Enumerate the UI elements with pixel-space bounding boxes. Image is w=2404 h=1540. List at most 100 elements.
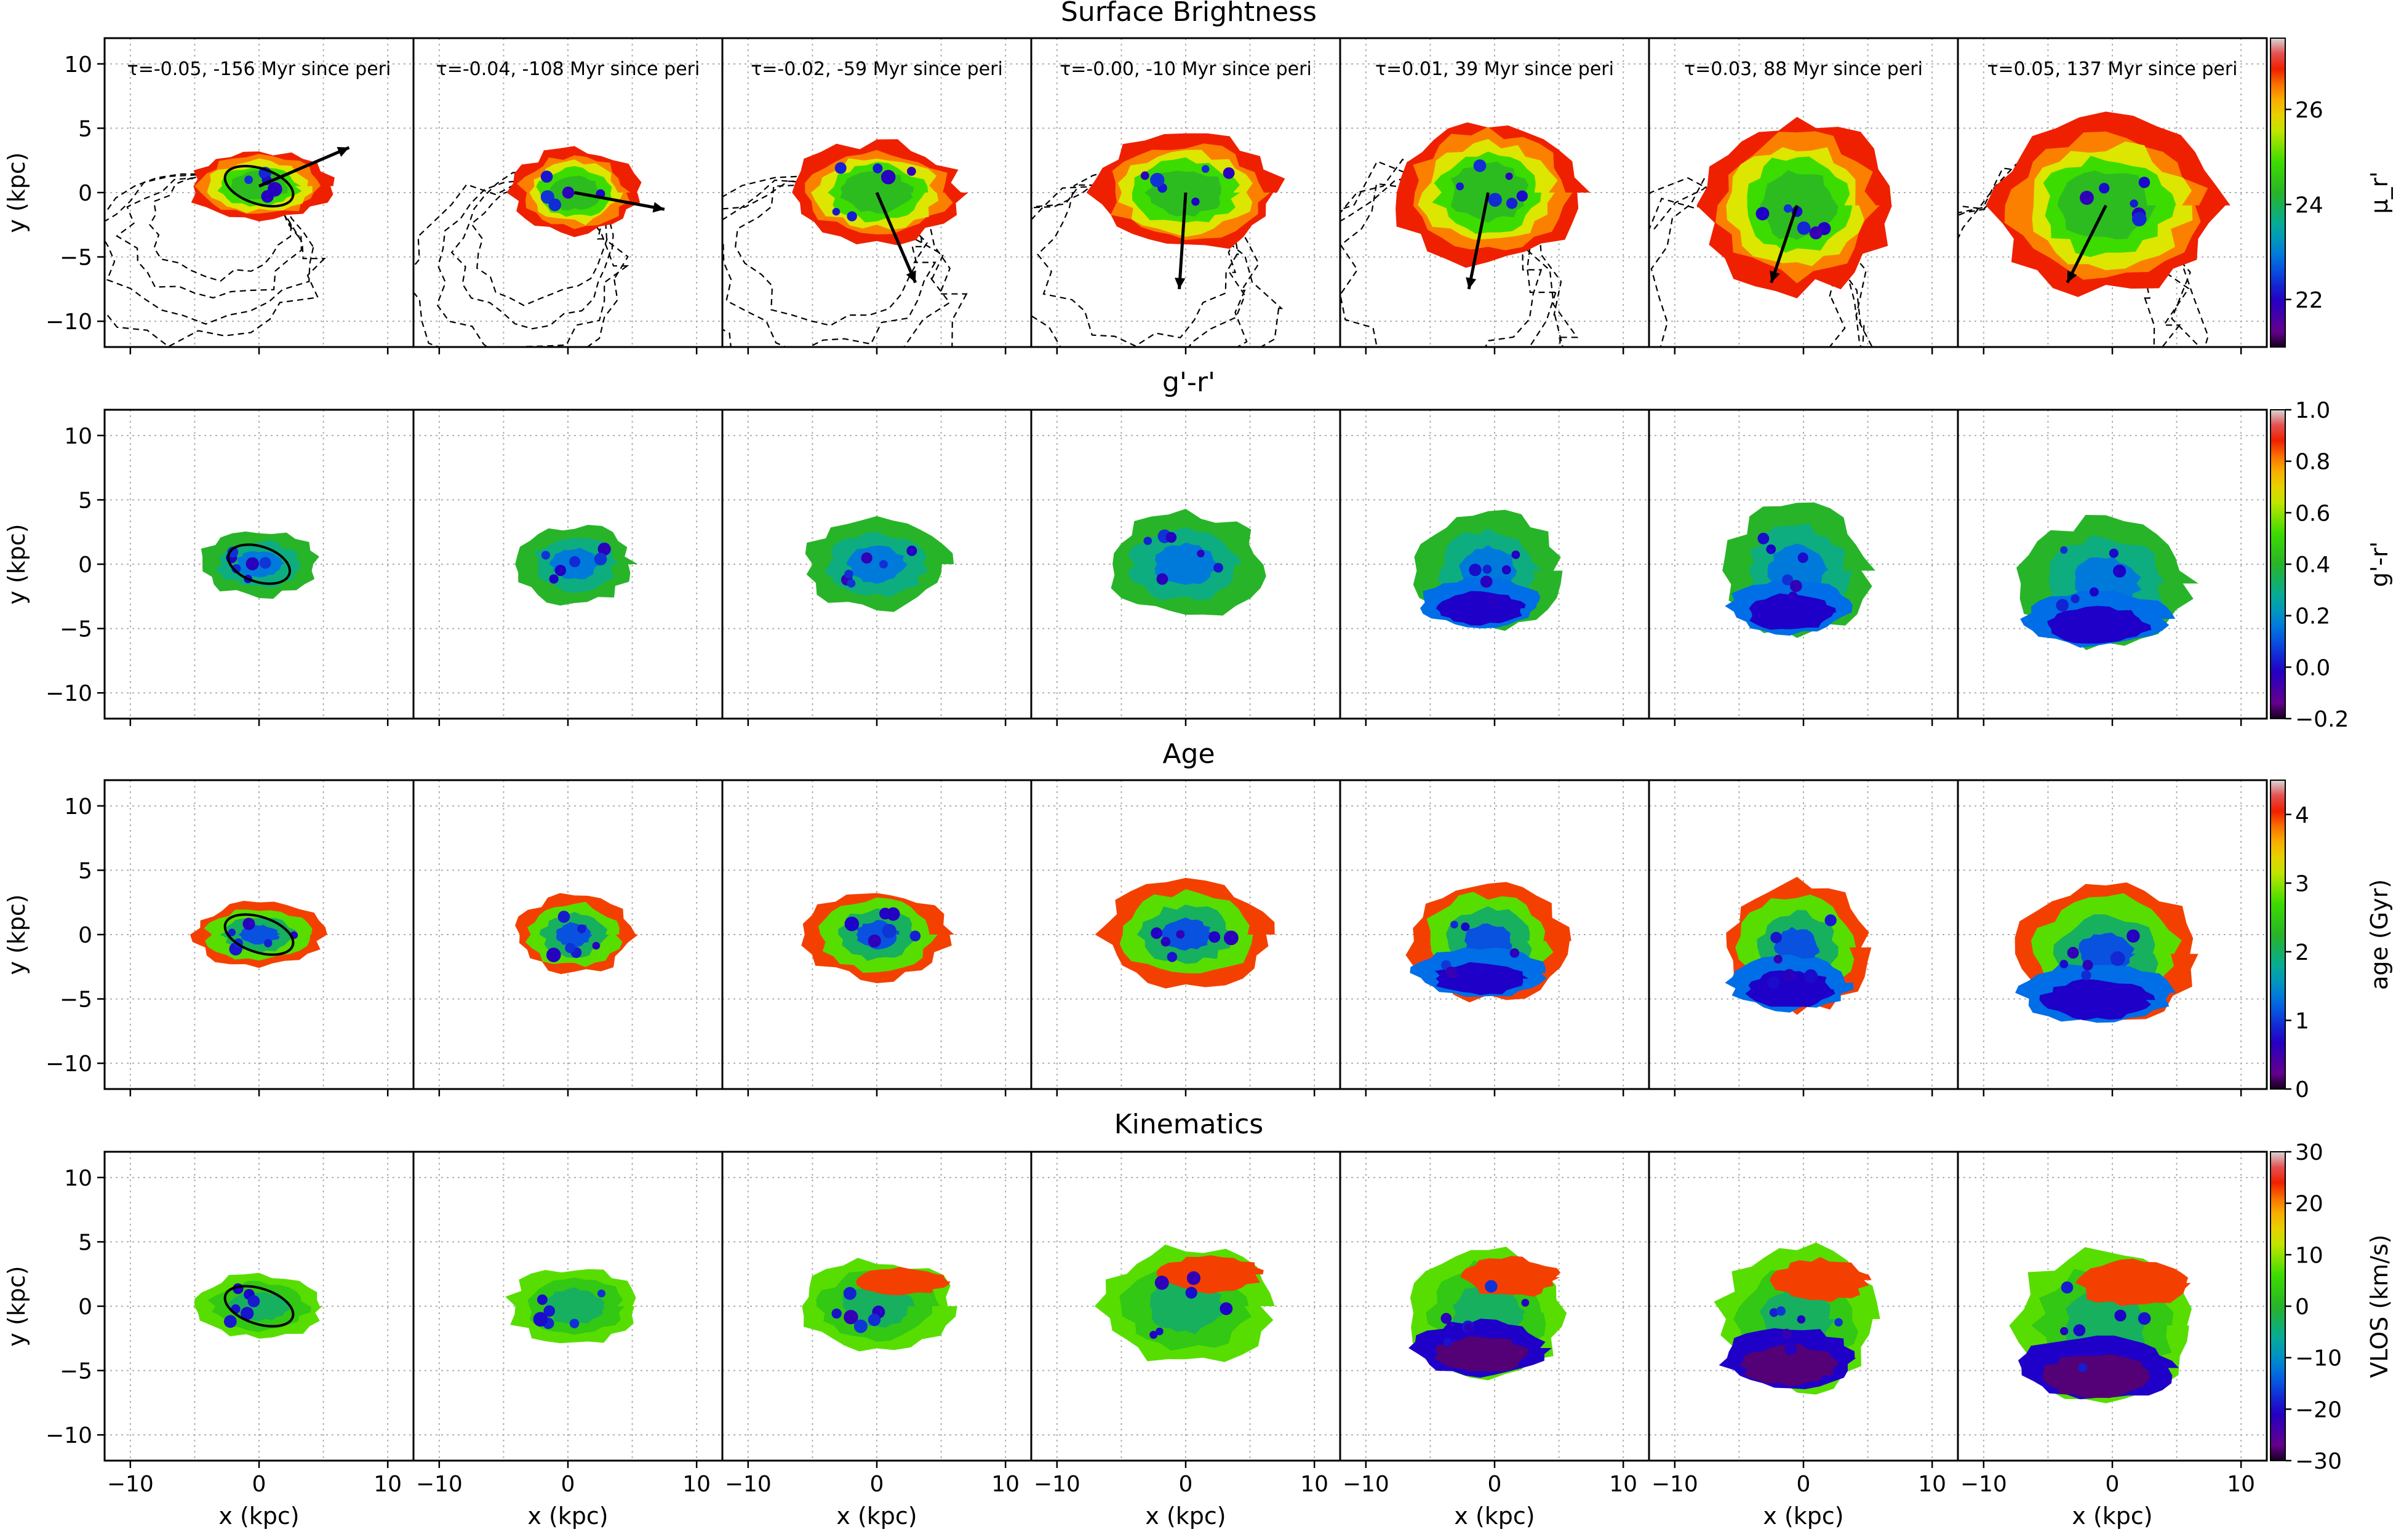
x-tick-label: 10: [373, 1472, 402, 1497]
panel-content: [1408, 1247, 1567, 1381]
map-region: [1739, 1344, 1839, 1387]
map-clump: [1461, 922, 1470, 932]
colorbar-tick-label: 3: [2295, 871, 2309, 896]
map-clump: [879, 560, 888, 569]
map-clump: [1191, 197, 1200, 206]
map-clump: [1440, 1312, 1452, 1324]
map-clump: [1160, 936, 1171, 947]
map-clump: [1787, 591, 1798, 602]
map-clump: [1213, 562, 1223, 573]
panel: [721, 779, 1032, 1096]
map-clump: [546, 948, 561, 962]
map-clump: [1776, 1306, 1786, 1316]
colorbar: 0 1 2 3 4 age (Gyr): [2270, 780, 2393, 1103]
panel-content: [1095, 1244, 1275, 1362]
x-tick-label: −10: [416, 1472, 463, 1497]
panel: 10 5 0 −5 −10 y (kpc): [3, 409, 415, 726]
map-clump: [223, 1315, 237, 1328]
map-clump: [2126, 929, 2140, 943]
map-clump: [2113, 564, 2126, 578]
panel-content: [1725, 877, 1872, 1015]
motion-arrow: [1467, 192, 1490, 290]
x-axis-label: x (kpc): [836, 1502, 917, 1530]
colorbar-tick-label: 0.8: [2295, 450, 2330, 475]
map-clump: [557, 911, 570, 923]
colorbar-tick-label: 4: [2295, 803, 2309, 828]
contour-line: [116, 170, 302, 299]
panel: −10 0 10 x (kpc): [721, 1151, 1032, 1530]
x-tick-label: −10: [1960, 1472, 2007, 1497]
map-clump: [832, 207, 841, 216]
colorbar-bar: [2270, 780, 2286, 1090]
map-clump: [861, 552, 873, 564]
arrow-head: [652, 202, 665, 213]
ellipse-fit: [223, 164, 295, 208]
y-tick-label: 0: [78, 923, 92, 948]
map-clump: [1450, 920, 1458, 929]
panel-content: [1714, 1242, 1880, 1395]
map-clump: [1797, 1315, 1806, 1324]
map-clump: [246, 557, 259, 570]
colorbar-tick-label: 0.0: [2295, 655, 2330, 680]
arrow-head: [337, 146, 349, 157]
map-clump: [906, 167, 916, 176]
map-clump: [2138, 1312, 2151, 1325]
map-clump: [1773, 954, 1783, 964]
y-tick-label: −5: [60, 617, 92, 642]
map-clump: [540, 170, 553, 183]
map-clump: [1223, 167, 1235, 179]
map-clump: [1790, 580, 1802, 592]
panel: −10 0 10 x (kpc): [412, 1151, 724, 1530]
panel-content: [505, 1269, 636, 1344]
panel: [1339, 779, 1650, 1096]
panel: −10 0 10 x (kpc) 10 5 0 −5 −10 y (kpc): [3, 1151, 415, 1530]
map-clump: [2081, 970, 2091, 981]
map-clump: [1480, 575, 1493, 588]
map-clump: [562, 186, 575, 199]
panel-time-label: τ=-0.02, -59 Myr since peri: [751, 58, 1003, 80]
map-clump: [2073, 1324, 2086, 1337]
map-clump: [882, 924, 897, 938]
map-clump: [2099, 183, 2110, 194]
map-clump: [1511, 550, 1520, 559]
map-clump: [831, 1308, 842, 1319]
map-clump: [843, 1287, 857, 1300]
map-clump: [1143, 537, 1152, 545]
panel-time-label: τ=-0.05, -156 Myr since peri: [127, 58, 391, 80]
map-clump: [1784, 1343, 1797, 1355]
x-tick-label: 0: [870, 1472, 884, 1497]
colorbar-tick-label: 0.4: [2295, 553, 2330, 578]
x-tick-label: −10: [1343, 1472, 1389, 1497]
map-clump: [2059, 960, 2069, 968]
map-clump: [592, 941, 601, 950]
map-clump: [1824, 914, 1837, 927]
map-clump: [554, 564, 567, 577]
map-clump: [1783, 969, 1796, 983]
map-clump: [1149, 1331, 1158, 1339]
colorbar-label: μ_r': [2366, 171, 2393, 213]
row-title: Kinematics: [1114, 1109, 1263, 1140]
map-clump: [241, 1307, 254, 1320]
map-region: [2057, 170, 2156, 239]
map-clump: [1464, 1323, 1474, 1333]
map-clump: [868, 934, 881, 948]
panel: τ=-0.00, -10 Myr since peri: [1030, 37, 1341, 354]
map-region: [1749, 593, 1837, 630]
map-clump: [1150, 172, 1165, 188]
map-region: [2039, 978, 2155, 1021]
ellipse-fit: [223, 913, 295, 956]
panel: [1648, 779, 1959, 1096]
arrow-head: [1175, 277, 1186, 289]
map-clump: [906, 545, 917, 556]
map-clump: [577, 924, 586, 933]
map-clump: [1443, 1338, 1452, 1347]
y-tick-label: 5: [78, 116, 92, 142]
map-clump: [1176, 930, 1185, 939]
contour-line: [735, 166, 923, 327]
map-clump: [873, 163, 883, 174]
arrow-head: [2067, 270, 2077, 283]
panel: τ=0.03, 88 Myr since peri: [1648, 37, 1959, 354]
x-axis-label: x (kpc): [218, 1502, 299, 1530]
panel: −10 0 10 x (kpc): [1030, 1151, 1341, 1530]
x-axis-label: x (kpc): [1454, 1502, 1535, 1530]
